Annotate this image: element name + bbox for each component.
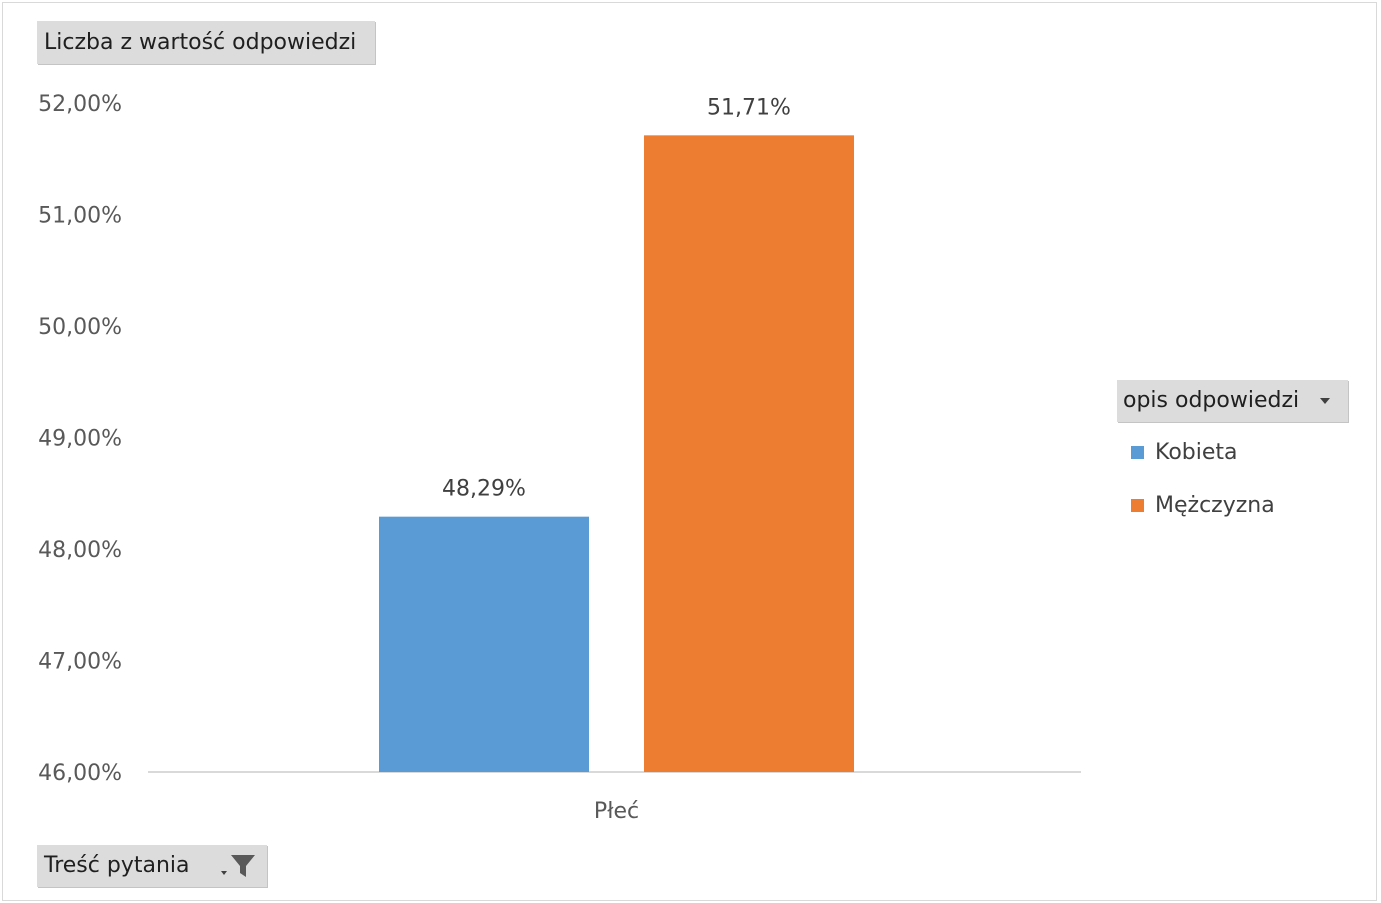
value-field-label: Liczba z wartość odpowiedzi — [44, 30, 357, 55]
data-label: 51,71% — [707, 95, 791, 120]
y-tick-label: 50,00% — [38, 315, 122, 340]
y-tick-label: 47,00% — [38, 650, 122, 675]
legend-swatch-kobieta — [1131, 446, 1144, 459]
series-field-label: opis odpowiedzi — [1123, 388, 1300, 413]
legend-label-mezczyzna: Mężczyzna — [1155, 493, 1275, 518]
filter-icon[interactable] — [229, 853, 257, 879]
y-tick-label: 49,00% — [38, 427, 122, 452]
x-tick-label: Płeć — [594, 799, 639, 824]
chevron-down-icon — [221, 871, 227, 875]
value-field-button[interactable]: Liczba z wartość odpowiedzi — [37, 21, 375, 64]
legend-label-kobieta: Kobieta — [1155, 440, 1238, 465]
legend-swatch-mezczyzna — [1131, 499, 1144, 512]
series-field-button[interactable]: opis odpowiedzi — [1117, 380, 1348, 422]
filter-field-button[interactable]: Treść pytania — [37, 845, 267, 887]
y-tick-label: 51,00% — [38, 204, 122, 229]
filter-field-label: Treść pytania — [44, 853, 190, 878]
y-tick-label: 48,00% — [38, 538, 122, 563]
data-label: 48,29% — [442, 477, 526, 502]
bar — [644, 135, 854, 772]
dropdown-arrow-icon[interactable] — [1320, 398, 1330, 404]
y-tick-label: 46,00% — [38, 761, 122, 786]
y-tick-label: 52,00% — [38, 92, 122, 117]
bar — [379, 516, 589, 772]
